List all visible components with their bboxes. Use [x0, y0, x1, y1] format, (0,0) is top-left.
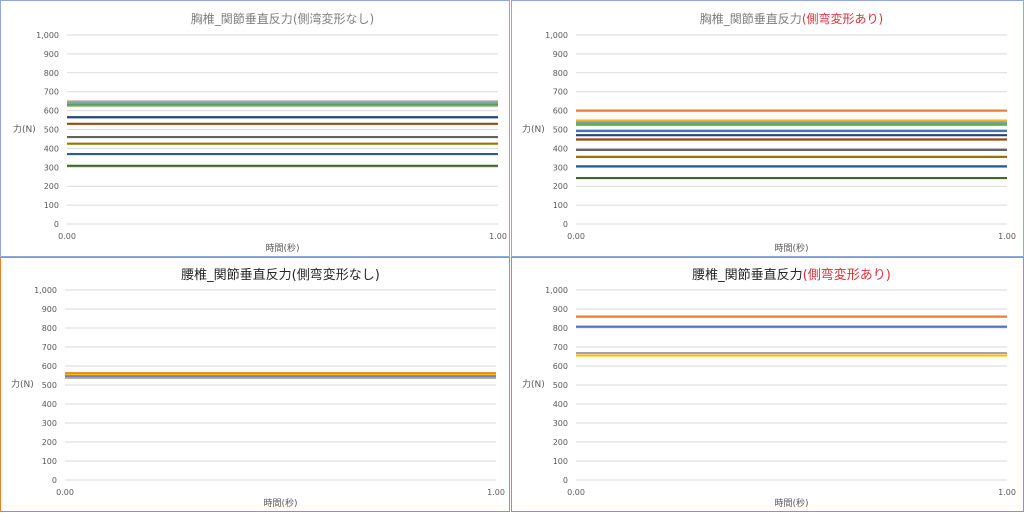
chart-panel-lumbar-no-deform: 0 100 200 300 400 500 600 700 800 900 1,000 0.00 1.0… [0, 257, 510, 512]
x-tick-label: 0.00 [567, 232, 585, 241]
y-tick-label: 300 [42, 419, 57, 428]
y-tick-label: 200 [44, 182, 59, 191]
chart-panel-thoracic-no-deform: 0 100 200 300 400 500 600 700 800 900 1,000 0.00 1.0… [0, 0, 510, 257]
x-tick-label: 0.00 [58, 232, 76, 241]
y-tick-label: 0 [52, 476, 57, 485]
y-tick-label: 400 [42, 400, 57, 409]
y-tick-label: 900 [553, 50, 568, 59]
y-tick-label: 900 [553, 305, 568, 314]
y-tick-label: 200 [553, 182, 568, 191]
y-tick-label: 600 [42, 362, 57, 371]
chart-title: 腰椎_関節垂直反力(側弯変形あり) [692, 267, 891, 283]
chart-title: 胸椎_関節垂直反力(側弯変形あり) [700, 11, 883, 26]
x-tick-label: 1.00 [998, 488, 1016, 497]
chart-title-paren: (側弯変形あり) [803, 267, 891, 283]
y-tick-label: 600 [553, 362, 568, 371]
y-axis-label: 力(N) [13, 123, 36, 135]
chart-title-main: 胸椎_関節垂直反力 [191, 11, 293, 26]
y-tick-label: 600 [44, 107, 59, 116]
y-tick-label: 800 [553, 69, 568, 78]
y-tick-label: 1,000 [545, 286, 568, 295]
chart-svg: 0 100 200 300 400 500 600 700 800 900 1,000 0.00 1.0… [11, 267, 505, 509]
chart-title-main: 腰椎_関節垂直反力 [692, 268, 803, 283]
x-tick-label: 1.00 [998, 232, 1016, 241]
y-tick-label: 400 [553, 144, 568, 153]
y-tick-label: 1,000 [545, 31, 568, 40]
y-tick-label: 100 [553, 201, 568, 210]
y-tick-label: 100 [44, 201, 59, 210]
y-tick-label: 700 [553, 88, 568, 97]
chart-panel-lumbar-deform: 0 100 200 300 400 500 600 700 800 900 1,000 0.00 1.0… [511, 257, 1024, 512]
y-tick-label: 800 [44, 69, 59, 78]
chart-title-main: 胸椎_関節垂直反力 [700, 11, 802, 26]
y-tick-label: 800 [42, 324, 57, 333]
chart-title: 腰椎_関節垂直反力(側弯変形なし) [181, 267, 380, 283]
chart-title-main: 腰椎_関節垂直反力 [181, 268, 292, 283]
y-tick-label: 900 [44, 50, 59, 59]
chart-title-paren: (側弯変形あり) [802, 11, 883, 26]
y-axis-label: 力(N) [522, 378, 545, 390]
chart-title-paren: (側弯変形なし) [292, 267, 380, 283]
y-tick-label: 0 [563, 220, 568, 229]
y-tick-label: 400 [44, 144, 59, 153]
y-tick-label: 400 [553, 400, 568, 409]
y-tick-label: 100 [42, 457, 57, 466]
x-tick-label: 1.00 [487, 488, 505, 497]
x-axis-label: 時間(秒) [265, 242, 299, 254]
y-tick-label: 700 [553, 343, 568, 352]
chart-title: 胸椎_関節垂直反力(側湾変形なし) [191, 11, 374, 26]
y-tick-label: 500 [553, 126, 568, 135]
chart-svg: 0 100 200 300 400 500 600 700 800 900 1,000 0.00 1.0… [522, 11, 1016, 254]
y-tick-label: 300 [553, 419, 568, 428]
y-tick-label: 300 [44, 163, 59, 172]
x-tick-label: 0.00 [567, 488, 585, 497]
y-tick-label: 500 [553, 381, 568, 390]
y-tick-label: 700 [42, 343, 57, 352]
y-tick-label: 200 [553, 438, 568, 447]
x-axis-label: 時間(秒) [263, 497, 297, 509]
y-tick-label: 1,000 [34, 286, 57, 295]
y-tick-label: 500 [42, 381, 57, 390]
y-tick-label: 900 [42, 305, 57, 314]
x-tick-label: 1.00 [489, 232, 507, 241]
y-tick-label: 300 [553, 163, 568, 172]
x-tick-label: 0.00 [56, 488, 74, 497]
y-tick-label: 0 [563, 476, 568, 485]
chart-title-paren: (側湾変形なし) [293, 11, 374, 26]
x-axis-label: 時間(秒) [774, 242, 808, 254]
y-tick-label: 600 [553, 107, 568, 116]
y-tick-label: 200 [42, 438, 57, 447]
y-axis-label: 力(N) [11, 378, 34, 390]
y-tick-label: 100 [553, 457, 568, 466]
y-tick-label: 0 [54, 220, 59, 229]
y-tick-label: 800 [553, 324, 568, 333]
y-tick-label: 500 [44, 126, 59, 135]
y-axis-label: 力(N) [522, 123, 545, 135]
chart-svg: 0 100 200 300 400 500 600 700 800 900 1,000 0.00 1.0… [522, 267, 1016, 509]
x-axis-label: 時間(秒) [774, 497, 808, 509]
chart-svg: 0 100 200 300 400 500 600 700 800 900 1,000 0.00 1.0… [13, 11, 507, 254]
y-tick-label: 700 [44, 88, 59, 97]
y-tick-label: 1,000 [36, 31, 59, 40]
chart-panel-thoracic-deform: 0 100 200 300 400 500 600 700 800 900 1,000 0.00 1.0… [511, 0, 1024, 257]
